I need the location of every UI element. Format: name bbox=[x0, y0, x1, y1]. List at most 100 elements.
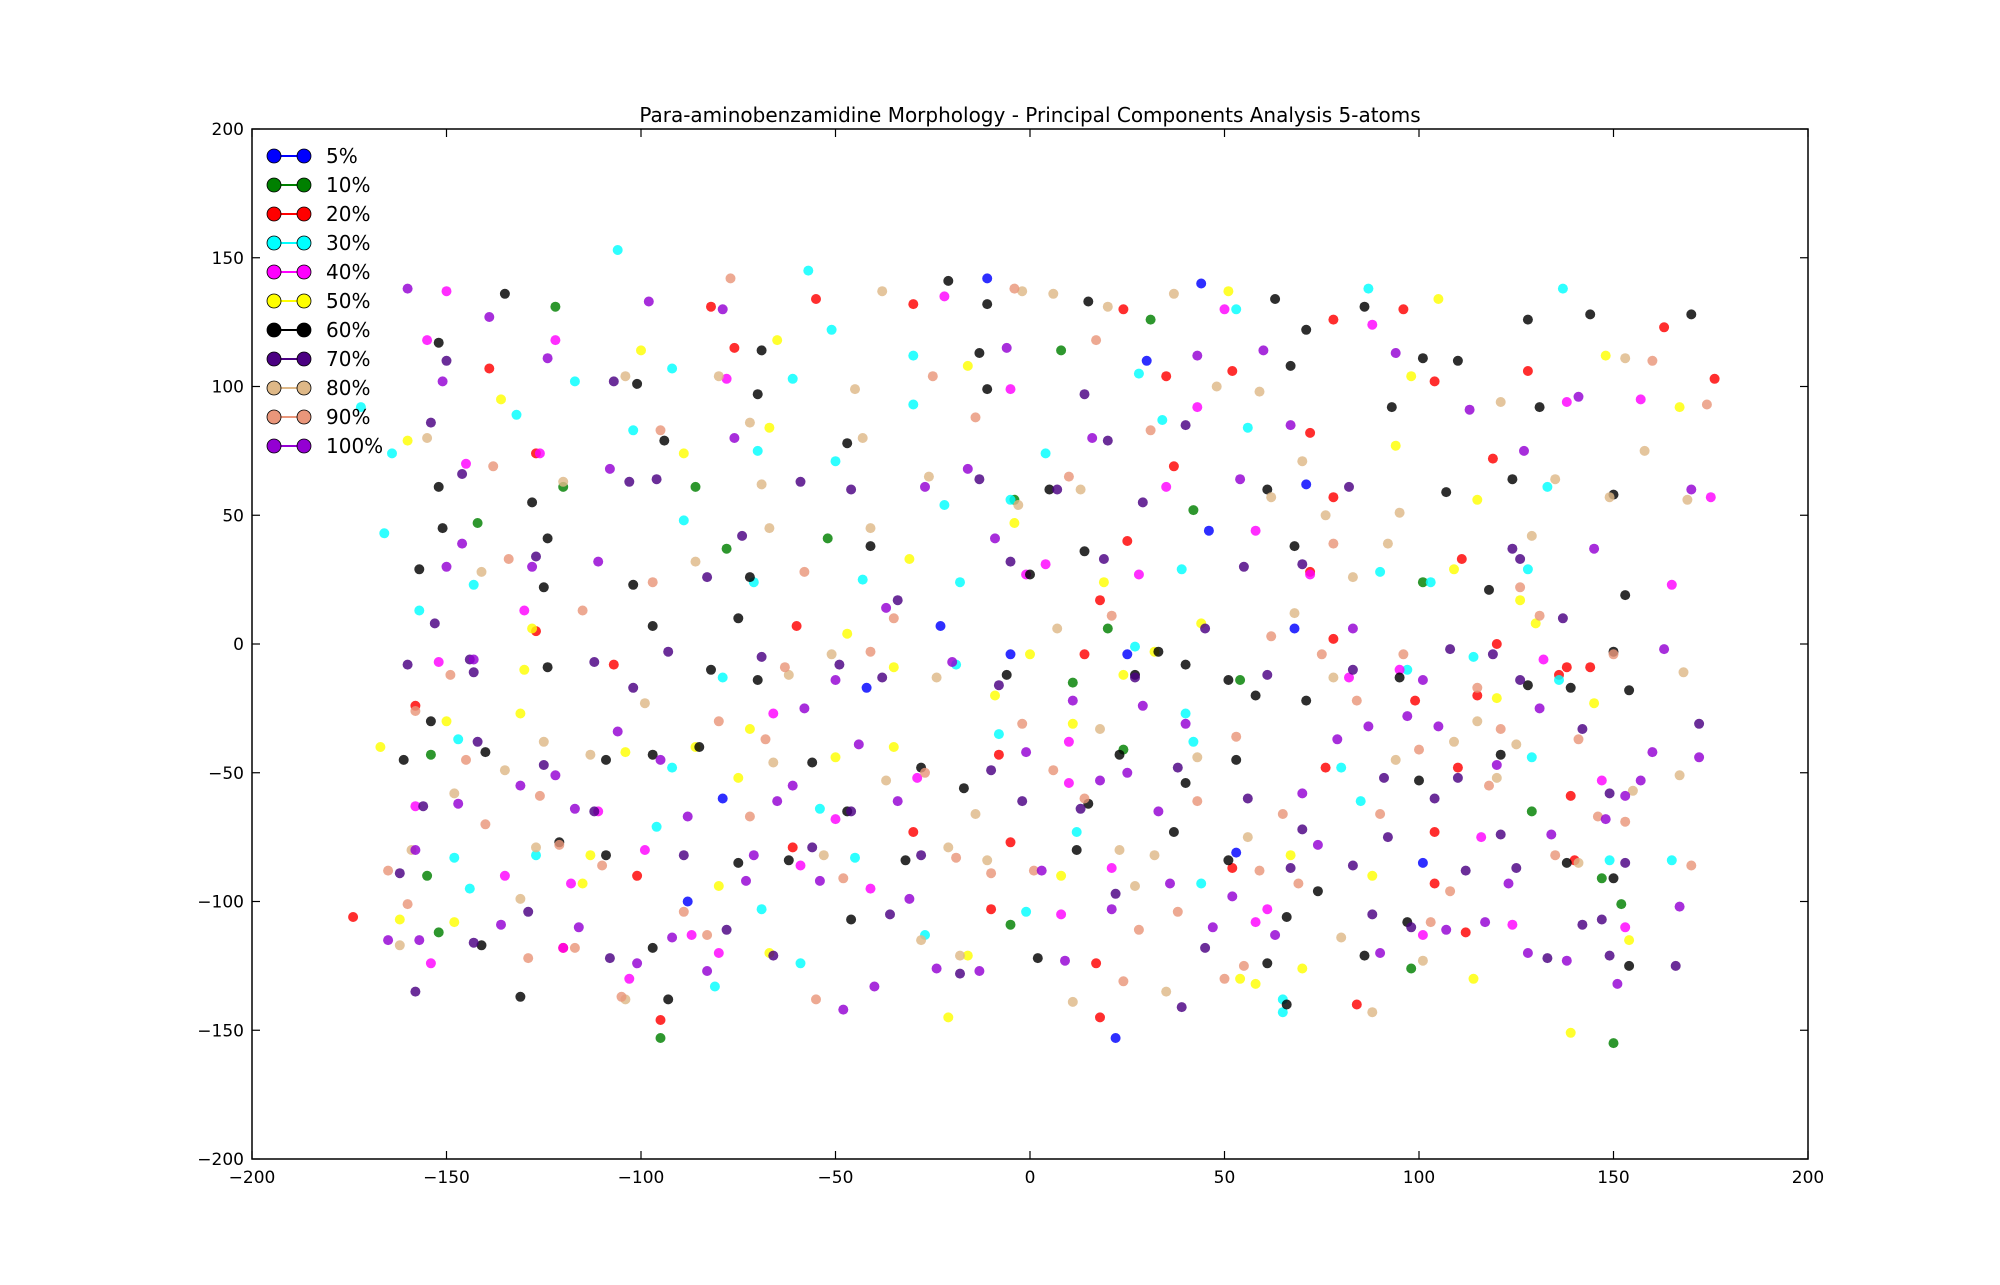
data-point bbox=[1522, 366, 1533, 376]
data-point bbox=[441, 716, 452, 727]
legend-marker bbox=[296, 293, 312, 309]
data-point bbox=[706, 664, 716, 675]
data-point bbox=[1060, 955, 1070, 966]
data-point bbox=[748, 850, 759, 861]
data-point bbox=[1557, 283, 1568, 294]
data-point bbox=[986, 904, 997, 915]
data-point bbox=[414, 605, 425, 616]
data-point bbox=[756, 651, 767, 662]
data-point bbox=[538, 582, 549, 593]
data-point bbox=[414, 935, 425, 946]
data-point bbox=[1674, 770, 1685, 781]
data-point bbox=[756, 904, 767, 915]
data-point bbox=[865, 883, 876, 894]
data-point bbox=[1137, 700, 1148, 711]
data-point bbox=[1565, 790, 1576, 801]
data-point bbox=[663, 994, 674, 1005]
legend-entry: 80% bbox=[266, 376, 370, 400]
data-point bbox=[542, 662, 553, 673]
data-point bbox=[1519, 445, 1529, 456]
data-point bbox=[1219, 304, 1230, 315]
data-point bbox=[756, 345, 767, 356]
data-point bbox=[1589, 543, 1600, 554]
data-point bbox=[1522, 564, 1533, 575]
data-point bbox=[1102, 301, 1113, 312]
data-point bbox=[1386, 402, 1397, 413]
data-point bbox=[1250, 525, 1261, 536]
data-point bbox=[1231, 754, 1242, 765]
data-point bbox=[472, 518, 483, 528]
data-point bbox=[1550, 474, 1561, 485]
data-point bbox=[1102, 435, 1113, 446]
data-point bbox=[1114, 749, 1125, 760]
data-point bbox=[744, 417, 755, 428]
legend-label: 40% bbox=[326, 260, 370, 284]
data-point bbox=[1472, 494, 1483, 505]
data-point bbox=[433, 657, 444, 667]
legend-marker bbox=[296, 409, 312, 425]
data-point bbox=[1071, 845, 1082, 855]
data-point bbox=[787, 842, 798, 853]
data-point bbox=[787, 780, 798, 791]
data-point bbox=[422, 433, 433, 443]
data-point bbox=[484, 312, 495, 322]
data-point bbox=[1301, 324, 1312, 335]
data-point bbox=[1235, 474, 1246, 485]
data-point bbox=[955, 577, 965, 588]
data-point bbox=[1694, 752, 1705, 763]
legend-entry: 90% bbox=[266, 405, 370, 429]
data-point bbox=[865, 541, 876, 552]
data-point bbox=[1009, 518, 1020, 528]
legend-marker bbox=[266, 409, 282, 425]
data-point bbox=[1507, 919, 1518, 930]
legend-marker bbox=[266, 177, 282, 193]
data-point bbox=[1133, 368, 1144, 379]
data-point bbox=[1394, 507, 1405, 518]
data-point bbox=[651, 821, 662, 832]
data-point bbox=[1305, 427, 1316, 438]
data-point bbox=[733, 857, 744, 868]
data-point bbox=[842, 628, 853, 639]
data-point bbox=[1635, 775, 1646, 786]
data-point bbox=[1242, 793, 1253, 804]
data-point bbox=[1604, 855, 1615, 866]
data-point bbox=[639, 698, 650, 709]
data-point bbox=[799, 566, 810, 577]
legend-marker bbox=[266, 235, 282, 251]
data-point bbox=[558, 476, 569, 487]
data-point bbox=[1425, 577, 1436, 588]
legend-entry: 20% bbox=[266, 202, 370, 226]
data-point bbox=[939, 500, 950, 510]
data-point bbox=[531, 850, 541, 861]
data-point bbox=[857, 574, 868, 585]
data-point bbox=[1254, 386, 1265, 397]
data-point bbox=[449, 917, 460, 928]
data-point bbox=[1032, 953, 1043, 964]
data-point bbox=[1347, 860, 1358, 871]
data-point bbox=[1355, 796, 1366, 807]
data-point bbox=[943, 1012, 954, 1023]
data-point bbox=[768, 950, 779, 961]
data-point bbox=[1534, 610, 1545, 621]
data-point bbox=[1098, 577, 1109, 588]
data-point bbox=[531, 551, 541, 562]
data-point bbox=[1573, 857, 1584, 868]
data-point bbox=[1604, 492, 1615, 503]
data-point bbox=[846, 484, 857, 495]
data-point bbox=[1526, 752, 1537, 763]
data-point bbox=[515, 708, 526, 719]
data-point bbox=[888, 662, 899, 673]
legend-label: 30% bbox=[326, 231, 370, 255]
data-point bbox=[1375, 809, 1386, 819]
data-point bbox=[1480, 917, 1491, 928]
data-point bbox=[811, 994, 821, 1005]
data-point bbox=[1565, 682, 1576, 693]
data-point bbox=[1659, 644, 1670, 655]
data-point bbox=[1250, 978, 1261, 989]
data-point bbox=[822, 533, 833, 544]
data-point bbox=[375, 742, 386, 752]
legend-marker bbox=[296, 264, 312, 280]
y-tick-label: 150 bbox=[212, 249, 244, 269]
data-point bbox=[1238, 960, 1249, 971]
data-point bbox=[425, 958, 436, 969]
